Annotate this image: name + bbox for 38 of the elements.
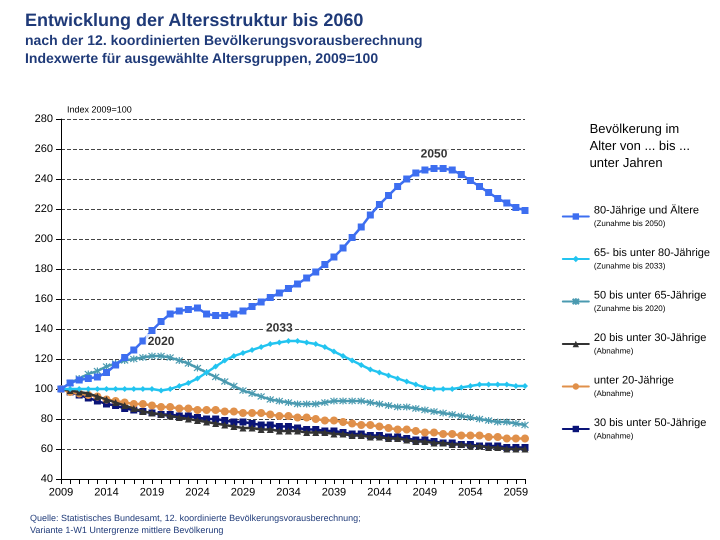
y-tick-label: 80 (40, 413, 53, 425)
x-tick-label: 2059 (504, 486, 528, 498)
x-tick-label: 2019 (140, 486, 164, 498)
x-tick-label: 2024 (185, 486, 210, 498)
annotation: 2050 (420, 146, 448, 160)
annotation: 2020 (148, 334, 175, 348)
y-tick-label: 100 (34, 383, 53, 395)
y-tick-label: 260 (34, 143, 53, 155)
y-tick-label: 140 (34, 323, 53, 335)
y-tick-label: 60 (40, 443, 53, 455)
y-tick-label: 180 (34, 263, 53, 275)
x-tick-label: 2039 (322, 486, 346, 498)
y-tick-label: 120 (34, 353, 53, 365)
legend-label: 65- bis unter 80-Jährige (Zunahme bis 2033) (594, 247, 710, 270)
x-tick-label: 2014 (94, 486, 119, 498)
chart-title: Entwicklung der Altersstruktur bis 2060 (25, 10, 364, 30)
x-tick-label: 2029 (230, 486, 256, 498)
x-tick-label: 2009 (48, 486, 74, 498)
legend-label: 20 bis unter 30-Jährige (Abnahme) (594, 332, 706, 356)
x-tick-label: 2034 (276, 486, 301, 498)
legend-label: 50 bis unter 65-Jährige (Zunahme bis 2020) (594, 290, 706, 313)
legend-label: 30 bis unter 50-Jährige (Abnahme) (594, 417, 706, 440)
y-tick-label: 160 (34, 293, 53, 305)
chart-subtitle: nach der 12. koordinierten Bevölkerungsvorausberechnung Indexwerte für ausgewählte Altersgruppen, 2009=100 (25, 32, 423, 66)
y-tick-label: 200 (34, 233, 53, 245)
y-axis-title: Index 2009=100 (67, 104, 132, 114)
legend-label: unter 20-Jährige (Abnahme) (594, 374, 674, 398)
legend-label: 80-Jährige und Ältere (Zunahme bis 2050) (594, 204, 700, 228)
y-tick-label: 220 (34, 203, 53, 215)
x-tick-label: 2049 (412, 486, 438, 498)
y-tick-label: 40 (40, 473, 53, 485)
x-tick-label: 2054 (458, 486, 483, 498)
legend-title: Bevölkerung im Alter von ... bis ... unter Jahren (590, 121, 690, 170)
annotation: 2033 (266, 320, 294, 334)
y-tick-label: 240 (34, 173, 53, 185)
source-note: Quelle: Statistisches Bundesamt, 12. koordinierte Bevölkerungsvorausberechnung; Variante 1-W1 Untergrenze mittlere Bevölkerung (30, 513, 361, 535)
x-tick-label: 2044 (367, 486, 392, 498)
y-tick-label: 280 (34, 113, 53, 125)
